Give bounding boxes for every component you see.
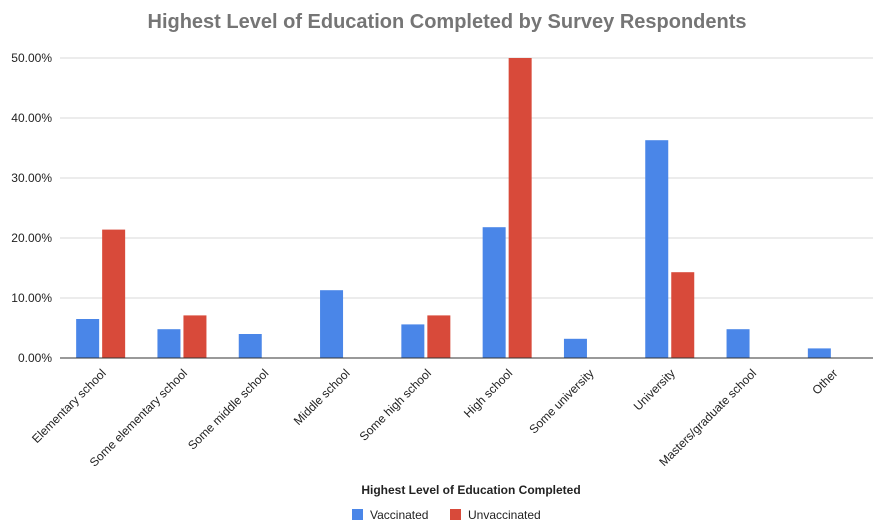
bar-vaccinated-1 [157,329,181,358]
x-tick-label: Middle school [291,366,353,428]
bar-vaccinated-5 [482,227,506,358]
legend-label-unvaccinated: Unvaccinated [468,508,541,522]
legend-swatch-vaccinated [352,509,363,520]
bar-vaccinated-9 [807,348,831,358]
legend: Vaccinated Unvaccinated [352,508,541,522]
bar-vaccinated-4 [401,324,425,358]
y-tick-label: 50.00% [11,51,52,65]
x-tick-label: Other [809,366,840,397]
y-axis-ticks: 0.00% 10.00% 20.00% 30.00% 40.00% 50.00% [11,51,52,365]
bar-vaccinated-0 [76,319,100,358]
y-tick-label: 30.00% [11,171,52,185]
bar-unvaccinated-4 [427,315,451,358]
x-tick-label: High school [461,366,515,420]
gridlines [60,57,873,299]
y-tick-label: 40.00% [11,111,52,125]
y-tick-label: 20.00% [11,231,52,245]
bar-vaccinated-7 [645,140,669,358]
bars [76,58,831,358]
bar-vaccinated-6 [563,338,587,358]
x-tick-label: Some university [526,366,596,436]
x-tick-label: Elementary school [29,366,109,446]
bar-unvaccinated-5 [508,58,532,358]
x-tick-label: University [631,366,678,413]
bar-unvaccinated-7 [671,272,695,358]
bar-unvaccinated-0 [102,229,126,358]
legend-label-vaccinated: Vaccinated [370,508,428,522]
bar-vaccinated-2 [238,334,262,358]
bar-vaccinated-3 [320,290,344,358]
x-tick-label: Some middle school [185,366,271,452]
y-tick-label: 0.00% [18,351,52,365]
y-tick-label: 10.00% [11,291,52,305]
bar-vaccinated-8 [726,329,750,358]
legend-swatch-unvaccinated [450,509,461,520]
bar-unvaccinated-1 [183,315,207,358]
chart-title: Highest Level of Education Completed by … [148,11,747,33]
x-axis-title: Highest Level of Education Completed [361,483,580,497]
x-tick-label: Some high school [357,366,434,443]
